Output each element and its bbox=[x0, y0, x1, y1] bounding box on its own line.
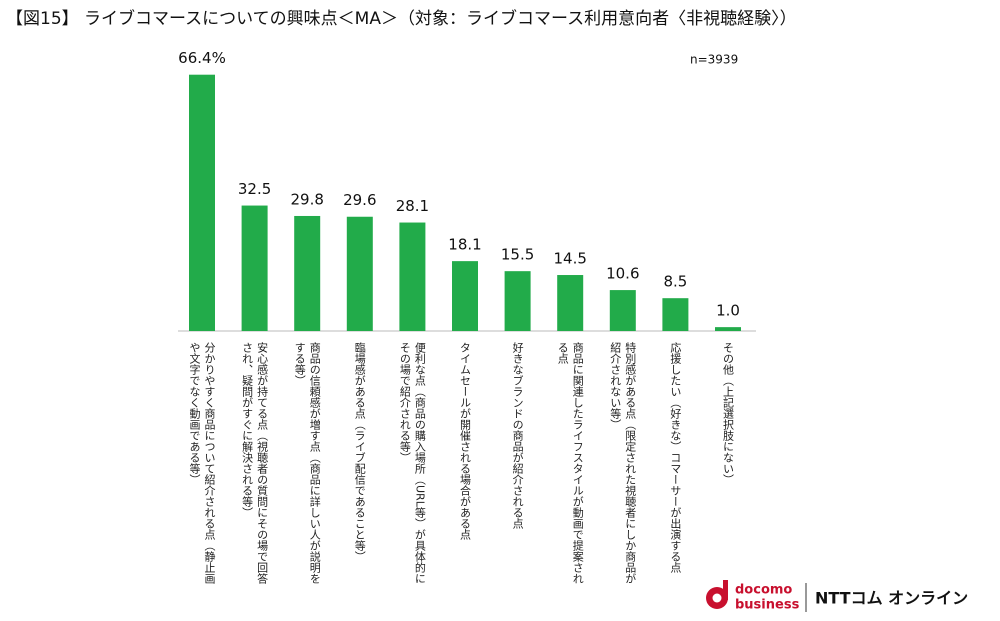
category-label: その他（上記選択肢にない） bbox=[721, 342, 735, 485]
logo-mark-hole bbox=[712, 593, 722, 603]
value-label: 29.6 bbox=[343, 191, 376, 209]
brand-bottom: business bbox=[735, 598, 800, 613]
category-label: 便利な点（商品の購入場所（URL等）が具体的にその場で紹介される等） bbox=[398, 342, 427, 584]
value-label: 28.1 bbox=[396, 197, 429, 215]
service-name: NTTコム オンライン bbox=[815, 589, 968, 608]
bar bbox=[557, 275, 584, 331]
category-label: 好きなブランドの商品が紹介される点 bbox=[511, 342, 525, 529]
category-label: 臨場感がある点（ライブ配信であること等） bbox=[353, 342, 367, 562]
logo: docomo business NTTコム オンライン bbox=[706, 580, 968, 613]
value-label: 66.4% bbox=[178, 49, 226, 67]
value-label: 1.0 bbox=[716, 302, 740, 320]
logo-mark-stem bbox=[723, 580, 728, 600]
chart-title: 【図15】 ライブコマースについての興味点＜MA＞（対象：ライブコマース利用意向… bbox=[6, 8, 797, 29]
bar bbox=[399, 222, 426, 331]
category-label: 特別感がある点（限定された視聴者にしか商品が紹介されない等） bbox=[608, 342, 637, 584]
bar bbox=[504, 271, 531, 331]
category-label: 応援したい（好きな）コマーサーが出演する点 bbox=[668, 342, 682, 573]
sample-size: n=3939 bbox=[690, 53, 738, 67]
bar bbox=[715, 327, 741, 331]
bar bbox=[662, 298, 689, 331]
value-label: 8.5 bbox=[663, 273, 687, 291]
category-label: 商品に関連したライフスタイルが動画で提案される点 bbox=[556, 342, 585, 584]
value-label: 29.8 bbox=[290, 190, 323, 208]
value-label: 14.5 bbox=[553, 250, 586, 268]
value-label: 10.6 bbox=[606, 265, 639, 283]
brand-top: docomo bbox=[735, 583, 792, 598]
value-label: 32.5 bbox=[238, 180, 271, 198]
category-label: 安心感が持てる点（視聴者の質問にその場で回答され、疑問がすぐに解決される等） bbox=[240, 342, 269, 584]
bar bbox=[189, 74, 215, 332]
bar bbox=[294, 215, 321, 331]
value-label: 18.1 bbox=[448, 236, 481, 254]
bar bbox=[346, 216, 373, 331]
bar bbox=[241, 205, 268, 331]
bar bbox=[452, 261, 478, 331]
bar bbox=[609, 290, 636, 331]
category-label: 商品の信頼感が増す点（商品に詳しい人が説明をする等） bbox=[293, 342, 322, 584]
category-label: 分かりやすく商品について紹介される点（静止画や文字でなく動画である等） bbox=[188, 342, 216, 584]
category-label: タイムセールが開催される場合がある点 bbox=[458, 342, 472, 540]
value-label: 15.5 bbox=[501, 246, 534, 264]
